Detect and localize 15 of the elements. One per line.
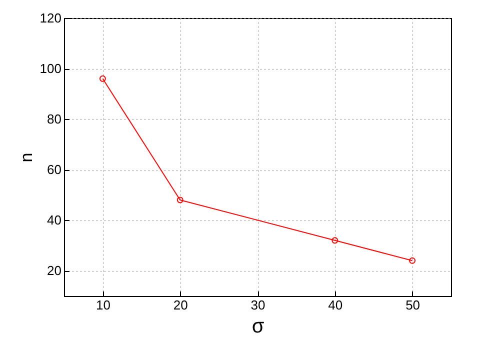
y-tick-label: 20	[47, 263, 62, 278]
y-tick-label: 100	[40, 61, 62, 76]
x-tick-label: 20	[173, 298, 188, 312]
y-axis-title: n	[16, 152, 36, 162]
x-tick-label: 40	[328, 298, 343, 312]
x-tick-label: 10	[96, 298, 110, 312]
x-axis-title: σ	[252, 316, 265, 337]
point	[176, 196, 184, 204]
y-tick-label: 60	[47, 162, 62, 178]
x-tick-label: 30	[250, 298, 266, 312]
x-tick-label: 50	[406, 298, 420, 312]
point	[332, 237, 338, 244]
y-tick-label: 40	[47, 212, 62, 228]
y-tick-label: 120	[40, 10, 62, 26]
y-tick-label: 80	[47, 112, 62, 127]
